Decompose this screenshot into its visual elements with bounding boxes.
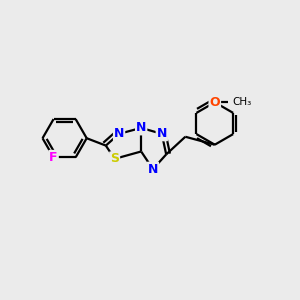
Text: N: N <box>136 122 146 134</box>
Text: S: S <box>110 152 119 165</box>
Text: N: N <box>157 127 167 140</box>
Text: N: N <box>114 127 124 140</box>
Text: CH₃: CH₃ <box>232 97 252 107</box>
Text: O: O <box>209 96 220 109</box>
Text: F: F <box>49 151 58 164</box>
Text: N: N <box>148 163 158 176</box>
